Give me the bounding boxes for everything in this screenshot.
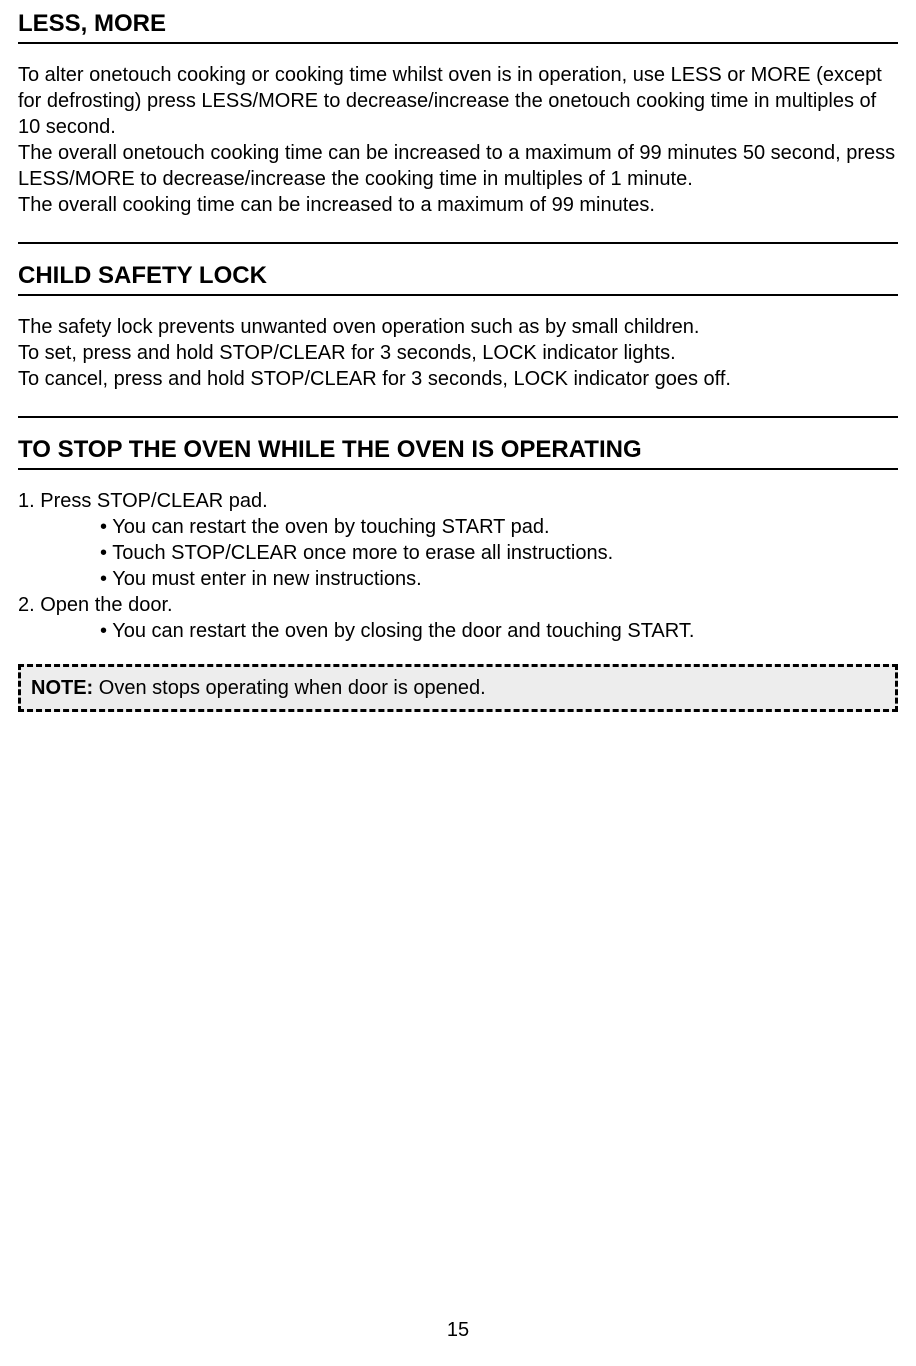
less-more-para1: To alter onetouch cooking or cooking tim… bbox=[18, 62, 898, 140]
child-lock-body: The safety lock prevents unwanted oven o… bbox=[18, 314, 898, 392]
child-lock-para2: To set, press and hold STOP/CLEAR for 3 … bbox=[18, 340, 898, 366]
page-number: 15 bbox=[0, 1319, 916, 1342]
stop-oven-item1-b2: • Touch STOP/CLEAR once more to erase al… bbox=[100, 540, 898, 566]
child-lock-para1: The safety lock prevents unwanted oven o… bbox=[18, 314, 898, 340]
less-more-body: To alter onetouch cooking or cooking tim… bbox=[18, 62, 898, 218]
note-box: NOTE: Oven stops operating when door is … bbox=[18, 664, 898, 712]
stop-oven-item2-b1: • You can restart the oven by closing th… bbox=[100, 618, 898, 644]
stop-oven-item1: 1. Press STOP/CLEAR pad. bbox=[18, 488, 898, 514]
section-title-child-lock: CHILD SAFETY LOCK bbox=[18, 262, 898, 296]
stop-oven-item2: 2. Open the door. bbox=[18, 592, 898, 618]
less-more-para2: The overall onetouch cooking time can be… bbox=[18, 140, 898, 192]
child-lock-para3: To cancel, press and hold STOP/CLEAR for… bbox=[18, 366, 898, 392]
stop-oven-list: 1. Press STOP/CLEAR pad. • You can resta… bbox=[18, 488, 898, 644]
note-label: NOTE: bbox=[31, 677, 93, 699]
stop-oven-item1-b1: • You can restart the oven by touching S… bbox=[100, 514, 898, 540]
less-more-para3: The overall cooking time can be increase… bbox=[18, 192, 898, 218]
section-title-less-more: LESS, MORE bbox=[18, 10, 898, 44]
divider-1 bbox=[18, 242, 898, 244]
note-text: Oven stops operating when door is opened… bbox=[93, 677, 485, 699]
divider-2 bbox=[18, 416, 898, 418]
section-title-stop-oven: TO STOP THE OVEN WHILE THE OVEN IS OPERA… bbox=[18, 436, 898, 470]
stop-oven-item1-b3: • You must enter in new instructions. bbox=[100, 566, 898, 592]
